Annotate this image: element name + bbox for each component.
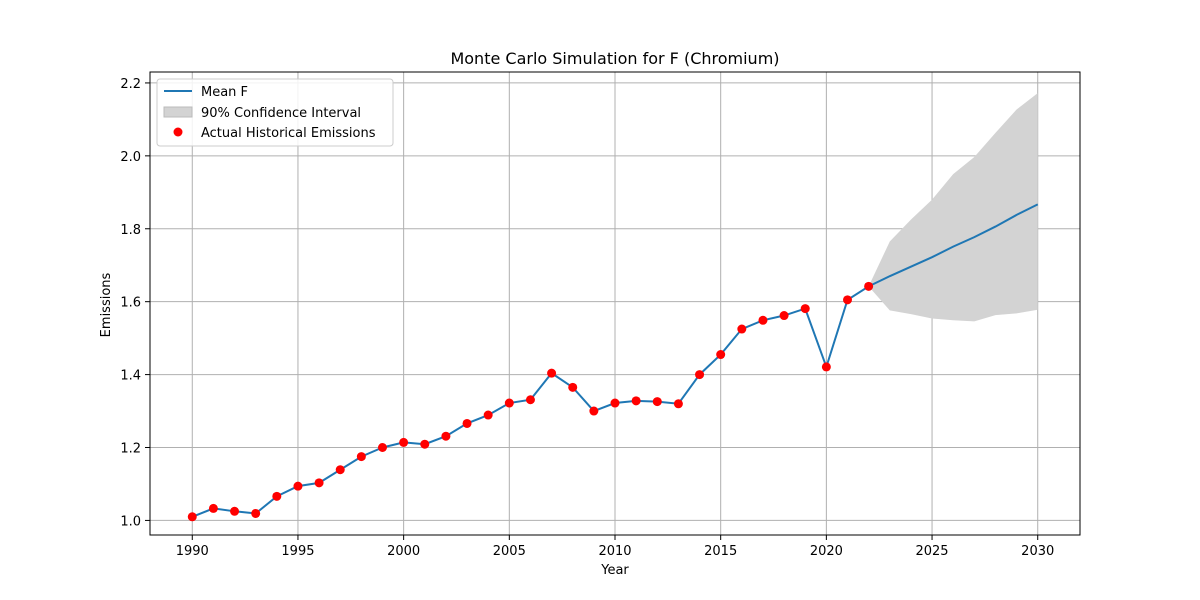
x-tick-label: 2020 — [810, 544, 843, 559]
actual-emission-point — [420, 439, 430, 449]
actual-emission-point — [208, 503, 218, 513]
legend: Mean F 90% Confidence Interval Actual Hist… — [156, 78, 394, 147]
y-tick-label: 1.8 — [120, 223, 141, 238]
confidence-band-layer — [868, 93, 1038, 322]
actual-emission-point — [695, 370, 705, 380]
chart-title: Monte Carlo Simulation for F (Chromium) — [450, 49, 779, 68]
y-tick-label: 1.2 — [120, 442, 141, 457]
legend-label: Mean F — [201, 85, 248, 100]
x-tick-label: 2005 — [493, 544, 526, 559]
legend-label: Actual Historical Emissions — [201, 126, 376, 141]
actual-emission-point — [737, 324, 747, 334]
x-tick-label: 2010 — [598, 544, 631, 559]
x-tick-label: 2030 — [1021, 544, 1054, 559]
actual-emission-point — [631, 396, 641, 406]
confidence-interval-band — [868, 93, 1038, 322]
y-tick-label: 2.2 — [120, 77, 141, 92]
x-tick-label: 1995 — [281, 544, 314, 559]
actual-emission-point — [399, 437, 409, 447]
legend-label: 90% Confidence Interval — [201, 106, 361, 121]
actual-emission-point — [610, 398, 620, 408]
actual-emission-point — [547, 368, 557, 378]
actual-emission-point — [462, 418, 472, 428]
actual-emission-point — [293, 481, 303, 491]
actual-emission-point — [589, 406, 599, 416]
actual-emission-point — [483, 410, 493, 420]
actual-emission-point — [525, 395, 535, 405]
y-axis-ticks: 1.0 1.2 1.4 1.6 1.8 2.0 2.2 — [120, 77, 150, 529]
actual-emission-point — [758, 315, 768, 325]
actual-emission-point — [378, 443, 387, 453]
actual-emission-point — [821, 362, 831, 372]
actual-emission-point — [568, 382, 578, 392]
actual-emission-point — [251, 508, 261, 518]
actual-emission-point — [716, 350, 726, 360]
y-tick-label: 2.0 — [120, 150, 141, 165]
actual-emission-point — [864, 281, 874, 291]
legend-patch-swatch — [163, 106, 193, 118]
x-tick-label: 2025 — [915, 544, 948, 559]
actual-emission-point — [335, 465, 345, 475]
actual-emission-point — [673, 399, 683, 409]
actual-emission-point — [652, 397, 662, 407]
y-axis-label: Emissions — [99, 272, 114, 337]
y-tick-label: 1.4 — [120, 369, 141, 384]
actual-emission-point — [504, 398, 514, 408]
x-axis-ticks: 1990 1995 2000 2005 2010 2015 2020 2025 2030 — [176, 535, 1054, 559]
x-tick-label: 2015 — [704, 544, 737, 559]
actual-emission-point — [356, 452, 366, 462]
x-tick-label: 1990 — [176, 544, 209, 559]
actual-emission-point — [441, 431, 451, 441]
actual-emission-point — [272, 491, 282, 501]
actual-emission-point — [843, 295, 852, 305]
legend-box — [156, 78, 394, 147]
actual-emission-point — [800, 304, 810, 314]
x-tick-label: 2000 — [387, 544, 420, 559]
actual-emission-point — [779, 311, 789, 321]
actual-points-layer — [187, 281, 874, 522]
y-tick-label: 1.0 — [120, 514, 141, 529]
legend-marker-swatch — [173, 127, 183, 137]
y-tick-label: 1.6 — [120, 296, 141, 311]
actual-emission-point — [187, 512, 197, 522]
actual-emission-point — [230, 506, 240, 516]
actual-emission-point — [314, 478, 324, 488]
x-axis-label: Year — [600, 563, 629, 578]
